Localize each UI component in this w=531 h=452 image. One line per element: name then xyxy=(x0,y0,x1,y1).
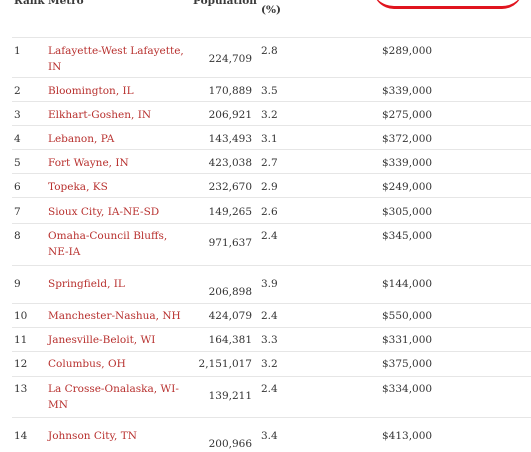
price-cell: $550,000 xyxy=(382,310,433,322)
price-cell: $345,000 xyxy=(382,230,433,242)
rank-cell: 9 xyxy=(14,278,21,290)
price-cell: $339,000 xyxy=(382,157,433,169)
price-cell: $144,000 xyxy=(382,278,433,290)
unemployment-cell: 2.6 xyxy=(261,206,278,218)
price-cell: $372,000 xyxy=(382,133,433,145)
metro-link[interactable]: La Crosse-Onalaska, WI-MN xyxy=(48,383,179,411)
rank-cell: 3 xyxy=(14,109,21,121)
rank-cell: 14 xyxy=(14,430,28,442)
metro-link[interactable]: Bloomington, IL xyxy=(48,85,134,97)
population-cell: 232,670 xyxy=(208,181,252,193)
table-row: 5 Fort Wayne, IN 423,038 2.7 $339,000 xyxy=(12,149,531,174)
unemployment-cell: 2.4 xyxy=(261,230,278,242)
unemployment-cell: 3.1 xyxy=(261,133,278,145)
table-row: 9 Springfield, IL 206,898 3.9 $144,000 xyxy=(12,265,531,304)
population-cell: 423,038 xyxy=(208,157,252,169)
metro-link[interactable]: Elkhart-Goshen, IN xyxy=(48,109,152,121)
metro-link[interactable]: Fort Wayne, IN xyxy=(48,157,129,169)
population-cell: 139,211 xyxy=(208,390,252,402)
rank-cell: 5 xyxy=(14,157,21,169)
unemployment-cell: 3.3 xyxy=(261,334,278,346)
header-unemployment: (%) xyxy=(261,4,281,16)
unemployment-cell: 3.5 xyxy=(261,85,278,97)
unemployment-cell: 3.9 xyxy=(261,278,278,290)
header-metro: Metro xyxy=(48,0,84,7)
table-row: 12 Columbus, OH 2,151,017 3.2 $375,000 xyxy=(12,351,531,377)
price-cell: $339,000 xyxy=(382,85,433,97)
population-cell: 149,265 xyxy=(208,206,252,218)
price-cell: $331,000 xyxy=(382,334,433,346)
price-cell: $289,000 xyxy=(382,45,433,57)
table-row: 6 Topeka, KS 232,670 2.9 $249,000 xyxy=(12,173,531,198)
rank-cell: 13 xyxy=(14,383,28,395)
table-row: 11 Janesville-Beloit, WI 164,381 3.3 $331,00… xyxy=(12,327,531,352)
rank-cell: 6 xyxy=(14,181,21,193)
header-rank: Rank xyxy=(14,0,45,7)
unemployment-cell: 2.9 xyxy=(261,181,278,193)
unemployment-cell: 2.7 xyxy=(261,157,278,169)
price-cell: $413,000 xyxy=(382,430,433,442)
population-cell: 170,889 xyxy=(208,85,252,97)
metro-link[interactable]: Johnson City, TN xyxy=(48,430,137,442)
rank-cell: 12 xyxy=(14,358,28,370)
price-cell: $375,000 xyxy=(382,358,433,370)
metro-link[interactable]: Lafayette-West Lafayette, IN xyxy=(48,45,184,73)
unemployment-cell: 3.2 xyxy=(261,358,278,370)
population-cell: 206,921 xyxy=(208,109,252,121)
table-row: 3 Elkhart-Goshen, IN 206,921 3.2 $275,000 xyxy=(12,101,531,126)
highlight-circle xyxy=(373,0,523,9)
population-cell: 200,966 xyxy=(208,438,252,450)
population-cell: 2,151,017 xyxy=(198,358,252,370)
price-cell: $305,000 xyxy=(382,206,433,218)
metro-link[interactable]: Janesville-Beloit, WI xyxy=(48,334,156,346)
unemployment-cell: 2.4 xyxy=(261,310,278,322)
table-row: 7 Sioux City, IA-NE-SD 149,265 2.6 $305,000 xyxy=(12,197,531,224)
rankings-table: Rank Metro Population (%) 1 Lafayette-Wes… xyxy=(12,0,531,450)
table-row: 13 La Crosse-Onalaska, WI-MN 139,211 2.4 $33… xyxy=(12,376,531,418)
population-cell: 971,637 xyxy=(208,237,252,249)
metro-link[interactable]: Omaha-Council Bluffs, NE-IA xyxy=(48,230,168,258)
metro-link[interactable]: Columbus, OH xyxy=(48,358,126,370)
metro-link[interactable]: Sioux City, IA-NE-SD xyxy=(48,206,160,218)
table-row: 14 Johnson City, TN 200,966 3.4 $413,000 xyxy=(12,417,531,450)
metro-link[interactable]: Topeka, KS xyxy=(48,181,108,193)
population-cell: 143,493 xyxy=(208,133,252,145)
metro-link[interactable]: Manchester-Nashua, NH xyxy=(48,310,181,322)
header-population: Population xyxy=(193,0,257,7)
unemployment-cell: 2.8 xyxy=(261,45,278,57)
rank-cell: 11 xyxy=(14,334,28,346)
unemployment-cell: 3.4 xyxy=(261,430,278,442)
population-cell: 424,079 xyxy=(208,310,252,322)
unemployment-cell: 2.4 xyxy=(261,383,278,395)
population-cell: 224,709 xyxy=(208,53,252,65)
price-cell: $249,000 xyxy=(382,181,433,193)
table-row: 10 Manchester-Nashua, NH 424,079 2.4 $550,00… xyxy=(12,303,531,328)
price-cell: $334,000 xyxy=(382,383,433,395)
rank-cell: 2 xyxy=(14,85,21,97)
metro-link[interactable]: Lebanon, PA xyxy=(48,133,115,145)
rank-cell: 4 xyxy=(14,133,21,145)
population-cell: 206,898 xyxy=(208,286,252,298)
rank-cell: 10 xyxy=(14,310,28,322)
table-row: 8 Omaha-Council Bluffs, NE-IA 971,637 2.4 $3… xyxy=(12,223,531,266)
rank-cell: 7 xyxy=(14,206,21,218)
price-cell: $275,000 xyxy=(382,109,433,121)
metro-link[interactable]: Springfield, IL xyxy=(48,278,125,290)
table-row: 4 Lebanon, PA 143,493 3.1 $372,000 xyxy=(12,125,531,150)
table-row: 2 Bloomington, IL 170,889 3.5 $339,000 xyxy=(12,77,531,102)
rank-cell: 8 xyxy=(14,230,21,242)
unemployment-cell: 3.2 xyxy=(261,109,278,121)
table-row: 1 Lafayette-West Lafayette, IN 224,709 2.8 $… xyxy=(12,37,531,78)
rank-cell: 1 xyxy=(14,45,21,57)
population-cell: 164,381 xyxy=(208,334,252,346)
